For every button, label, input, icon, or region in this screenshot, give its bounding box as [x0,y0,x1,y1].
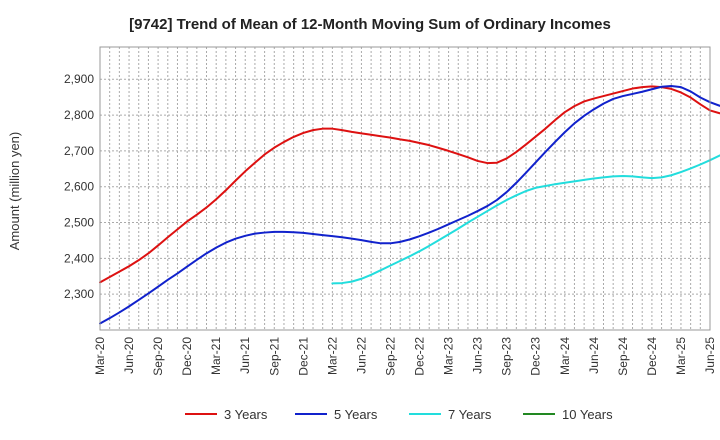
y-tick-label: 2,400 [64,251,94,265]
x-tick-label: Mar-23 [442,337,456,375]
y-tick-label: 2,300 [64,287,94,301]
x-tick-label: Mar-20 [93,337,107,375]
x-tick-label: Sep-21 [267,337,281,376]
y-tick-labels: 2,300 2,400 2,500 2,600 2,700 2,800 2,900 [64,72,94,301]
legend-item: 10 Years [523,407,613,422]
x-tick-label: Jun-22 [354,337,368,374]
y-tick-label: 2,500 [64,216,94,230]
legend-label: 10 Years [562,407,613,422]
x-tick-label: Sep-22 [383,337,397,376]
x-tick-label: Jun-24 [587,337,601,374]
grid [99,47,711,330]
y-axis-label: Amount (million yen) [7,132,22,251]
x-tick-label: Mar-24 [558,337,572,375]
x-tick-label: Jun-20 [122,337,136,374]
y-tick-label: 2,900 [64,72,94,86]
y-tick-label: 2,600 [64,180,94,194]
x-tick-label: Dec-24 [645,337,659,376]
legend-item: 3 Years [185,407,268,422]
x-tick-labels: Mar-20 Jun-20 Sep-20 Dec-20 Mar-21 Jun-21 Sep-… [93,337,717,376]
x-tick-label: Mar-25 [674,337,688,375]
x-tick-label: Sep-23 [500,337,514,376]
x-tick-label: Jun-21 [238,337,252,374]
legend-item: 7 Years [409,407,492,422]
x-tick-label: Jun-25 [703,337,717,374]
x-tick-label: Mar-21 [209,337,223,375]
legend: 3 Years 5 Years 7 Years 10 Years [185,407,613,422]
x-tick-label: Sep-24 [616,337,630,376]
y-tick-label: 2,700 [64,144,94,158]
legend-label: 5 Years [334,407,378,422]
plot-frame [99,46,711,331]
y-tick-label: 2,800 [64,108,94,122]
legend-item: 5 Years [295,407,378,422]
legend-label: 7 Years [448,407,492,422]
legend-label: 3 Years [224,407,268,422]
x-tick-label: Dec-23 [529,337,543,376]
chart-title: [9742] Trend of Mean of 12-Month Moving … [129,16,611,33]
x-tick-label: Dec-21 [296,337,310,376]
x-tick-label: Sep-20 [151,337,165,376]
series-line-5-years [99,85,720,325]
series-line-7-years [331,154,720,285]
series-layer [99,85,720,325]
x-tick-label: Jun-23 [471,337,485,374]
series-line-3-years [99,85,720,284]
x-tick-label: Dec-22 [413,337,427,376]
x-tick-label: Dec-20 [180,337,194,376]
x-tick-label: Mar-22 [325,337,339,375]
